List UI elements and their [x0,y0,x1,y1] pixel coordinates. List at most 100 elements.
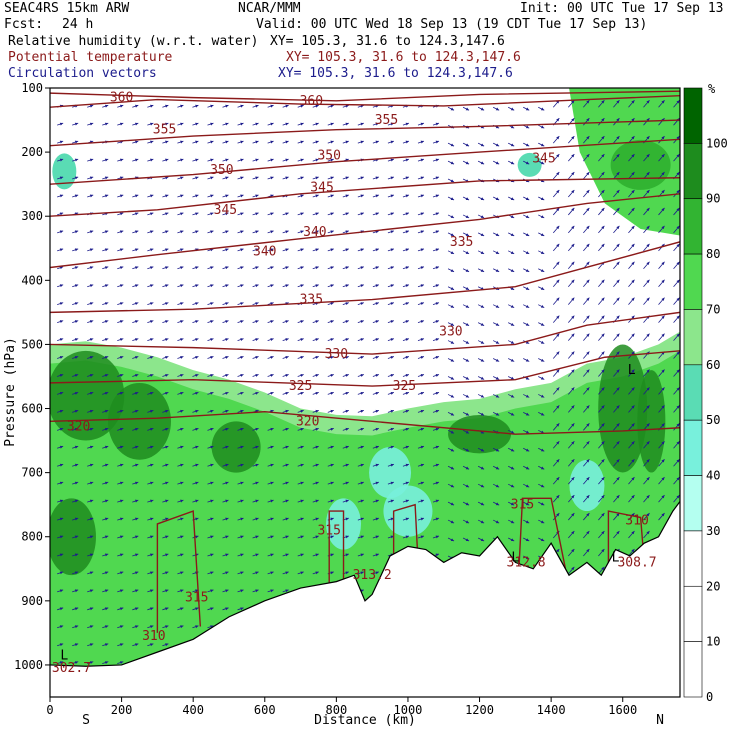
vector-head [104,194,109,198]
vector-head [150,643,154,647]
vector-head [586,333,590,337]
vector-head [89,643,94,647]
vector-head [89,625,94,629]
rh-dry-pocket [569,459,605,512]
vector-head [150,391,154,395]
rh-core [598,344,648,473]
vector-head [195,140,199,144]
vector-head [661,387,665,391]
vector-head [405,463,409,467]
vector-head [540,251,545,254]
vector-head [135,571,139,575]
vector-head [616,513,620,517]
vector-head [255,356,259,359]
vector-head [525,430,530,434]
vector-head [285,158,289,162]
vector-head [165,320,169,323]
vector-head [150,463,154,467]
vector-head [104,661,109,665]
vector-head [540,125,545,129]
vector-head [360,427,364,431]
vector-head [135,409,139,413]
vector-head [195,176,199,180]
vector-head [210,212,214,216]
vector-head [135,517,139,521]
vector-head [390,409,394,413]
vector-head [525,251,530,254]
vector-head [195,104,199,108]
vector-head [616,441,620,445]
vector-head [74,535,79,539]
vector-head [510,143,515,147]
vector-head [390,427,394,431]
vector-head [135,284,139,288]
vector-head [119,338,124,341]
vector-head [135,266,139,270]
vector-head [225,535,229,539]
vector-head [210,517,214,521]
vector-head [210,427,214,431]
vector-head [661,225,665,230]
vector-head [89,158,94,162]
field-xy-theta: XY= 105.3, 31.6 to 124.3,147.6 [286,50,521,65]
vector-head [465,538,470,542]
vector-head [150,158,154,162]
vector-head [390,230,394,234]
vector-head [510,304,515,308]
rh-core [50,498,96,576]
vector-head [74,589,79,593]
vector-head [525,484,530,488]
vector-head [345,481,349,485]
vector-head [540,340,545,344]
vector-head [616,279,620,283]
vector-head [390,212,394,216]
vector-head [405,248,409,252]
vector-head [510,394,515,398]
vector-head [661,172,665,176]
vector-head [586,531,590,535]
vector-head [300,248,304,252]
vector-head [315,320,319,323]
vector-head [646,387,650,391]
vector-head [225,589,229,593]
vector-head [646,225,650,230]
vector-head [300,481,304,485]
vector-head [240,517,244,521]
vector-head [119,589,124,593]
vector-head [601,351,605,355]
contour-labels: 360 360 355 355 350 350 345 345 345 340 340 335 335 3… [52,91,657,677]
vector-head [435,338,440,341]
vector-head [240,158,244,162]
vector-head [315,499,319,503]
vector-head [405,176,409,180]
vector-head [450,179,455,183]
vector-head [345,571,349,575]
colorbar-label: 40 [706,469,720,483]
vector-head [255,338,259,341]
rh-upper-blob [517,152,542,177]
vector-head [510,358,515,362]
vector-head [450,197,455,200]
vector-head [165,356,169,359]
vector-head [435,517,440,521]
vector-head [646,459,650,463]
vector-head [676,459,680,463]
vector-head [631,261,635,266]
vector-head [195,338,199,341]
vector-head [435,463,440,467]
theta-label: 340 [253,244,276,259]
vector-head [495,376,500,380]
vector-head [676,172,680,176]
vector-head [586,118,590,122]
vector-head [375,409,379,413]
vector-head [676,136,680,140]
vector-head [300,517,304,521]
vector-head [345,517,349,521]
vector-head [150,302,154,306]
vector-head [195,625,199,629]
vector-head [631,387,635,391]
vector-head [661,369,665,373]
vector-head [240,391,244,395]
vector-head [571,315,575,319]
vector-head [405,356,409,359]
